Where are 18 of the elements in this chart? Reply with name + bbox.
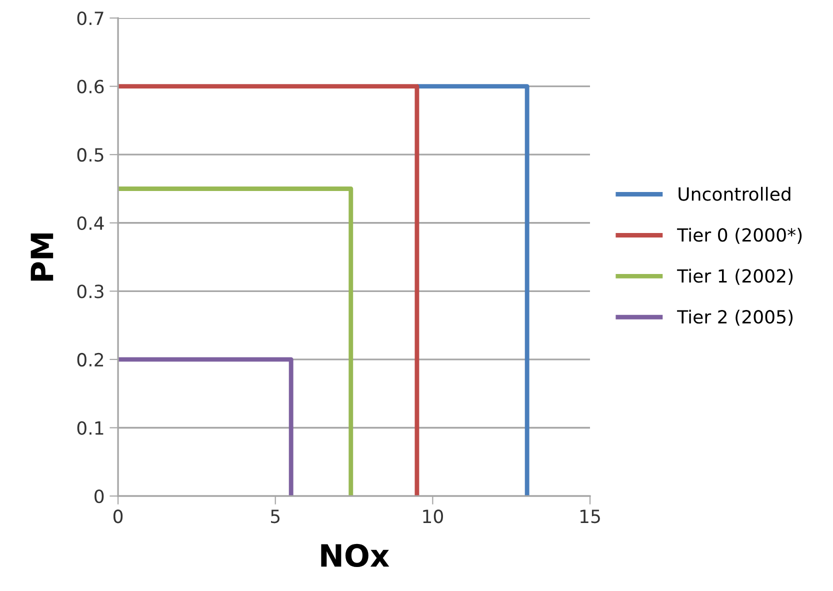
y-tick-label: 0.2 <box>77 352 104 367</box>
legend-label: Tier 2 (2005) <box>677 310 793 326</box>
x-axis-title: NOx <box>321 544 390 568</box>
x-tick-label: 10 <box>423 510 443 524</box>
y-tick-label: 0.6 <box>77 80 104 94</box>
x-tick-label: 5 <box>271 510 280 524</box>
y-tick-label: 0.5 <box>77 148 104 162</box>
legend-label: Uncontrolled <box>678 186 790 201</box>
y-tick-label: 0.1 <box>77 421 104 435</box>
y-tick-label: 0.4 <box>77 216 104 230</box>
legend-label: Tier 0 (2000*) <box>677 228 802 244</box>
y-tick-label: 0 <box>94 489 104 504</box>
x-tick-label: 0 <box>113 510 123 524</box>
y-tick-label: 0.7 <box>77 11 104 26</box>
y-tick-label: 0.3 <box>77 284 104 298</box>
legend-label: Tier 1 (2002) <box>677 268 793 285</box>
x-tick-label: 15 <box>580 510 600 524</box>
y-axis-title: PM <box>30 233 54 281</box>
